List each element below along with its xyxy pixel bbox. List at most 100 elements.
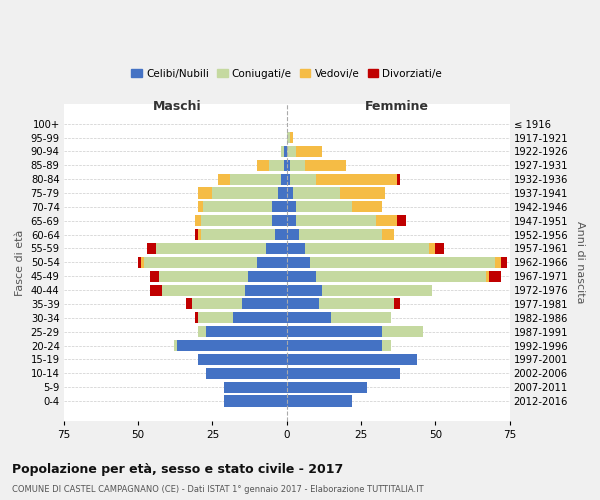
Bar xyxy=(197,202,203,212)
Bar xyxy=(287,257,310,268)
Bar xyxy=(287,202,296,212)
Bar xyxy=(287,396,352,406)
Bar xyxy=(287,188,293,198)
Bar xyxy=(290,174,316,184)
Bar xyxy=(352,202,382,212)
Text: Femmine: Femmine xyxy=(365,100,428,112)
Bar xyxy=(287,146,296,157)
Bar xyxy=(269,160,284,171)
Bar xyxy=(287,368,400,379)
Bar xyxy=(397,215,406,226)
Bar xyxy=(224,382,287,392)
Bar xyxy=(287,160,290,171)
Text: Popolazione per età, sesso e stato civile - 2017: Popolazione per età, sesso e stato civil… xyxy=(12,462,343,475)
Bar xyxy=(185,298,191,310)
Bar xyxy=(197,229,200,240)
Bar xyxy=(197,188,212,198)
Bar xyxy=(218,174,230,184)
Bar xyxy=(206,368,287,379)
Bar xyxy=(287,382,367,392)
Bar xyxy=(486,270,489,281)
Bar xyxy=(224,396,287,406)
Bar xyxy=(245,284,287,296)
Bar xyxy=(290,132,293,143)
Bar xyxy=(278,188,287,198)
Bar xyxy=(296,215,376,226)
Bar xyxy=(141,257,144,268)
Bar xyxy=(194,312,197,324)
Bar xyxy=(287,340,382,351)
Bar xyxy=(191,298,242,310)
Bar xyxy=(197,312,233,324)
Bar xyxy=(177,340,287,351)
Bar xyxy=(296,202,352,212)
Bar xyxy=(299,229,382,240)
Bar xyxy=(150,270,159,281)
Bar xyxy=(340,188,385,198)
Bar xyxy=(287,229,299,240)
Bar xyxy=(394,298,400,310)
Bar xyxy=(500,257,506,268)
Bar xyxy=(305,243,430,254)
Bar xyxy=(242,298,287,310)
Bar xyxy=(287,312,331,324)
Bar xyxy=(257,160,269,171)
Bar xyxy=(156,243,266,254)
Bar xyxy=(319,298,394,310)
Y-axis label: Anni di nascita: Anni di nascita xyxy=(575,221,585,304)
Bar xyxy=(287,215,296,226)
Bar xyxy=(200,229,275,240)
Bar xyxy=(147,243,156,254)
Text: COMUNE DI CASTEL CAMPAGNANO (CE) - Dati ISTAT 1° gennaio 2017 - Elaborazione TUT: COMUNE DI CASTEL CAMPAGNANO (CE) - Dati … xyxy=(12,486,424,494)
Bar xyxy=(287,284,322,296)
Bar xyxy=(287,354,418,365)
Bar xyxy=(230,174,281,184)
Bar xyxy=(194,215,200,226)
Bar xyxy=(376,215,397,226)
Bar xyxy=(382,326,424,337)
Bar xyxy=(194,229,197,240)
Bar xyxy=(212,188,278,198)
Bar xyxy=(206,326,287,337)
Bar xyxy=(266,243,287,254)
Bar xyxy=(322,284,432,296)
Bar xyxy=(257,257,287,268)
Bar xyxy=(305,160,346,171)
Bar xyxy=(293,188,340,198)
Y-axis label: Fasce di età: Fasce di età xyxy=(15,229,25,296)
Bar xyxy=(272,202,287,212)
Bar xyxy=(382,340,391,351)
Bar xyxy=(494,257,500,268)
Bar xyxy=(290,160,305,171)
Bar xyxy=(331,312,391,324)
Bar xyxy=(159,270,248,281)
Bar xyxy=(310,257,494,268)
Bar xyxy=(197,354,287,365)
Bar xyxy=(174,340,177,351)
Bar xyxy=(435,243,444,254)
Bar xyxy=(430,243,435,254)
Bar xyxy=(144,257,257,268)
Bar xyxy=(382,229,394,240)
Bar xyxy=(162,284,245,296)
Bar xyxy=(138,257,141,268)
Bar xyxy=(316,270,486,281)
Bar xyxy=(287,298,319,310)
Bar xyxy=(296,146,322,157)
Bar xyxy=(275,229,287,240)
Bar xyxy=(284,146,287,157)
Bar xyxy=(287,326,382,337)
Bar xyxy=(197,326,206,337)
Text: Maschi: Maschi xyxy=(152,100,201,112)
Bar xyxy=(397,174,400,184)
Bar xyxy=(287,243,305,254)
Bar xyxy=(272,215,287,226)
Bar xyxy=(200,215,272,226)
Bar xyxy=(489,270,500,281)
Bar xyxy=(281,174,287,184)
Bar xyxy=(287,270,316,281)
Bar xyxy=(281,146,284,157)
Legend: Celibi/Nubili, Coniugati/e, Vedovi/e, Divorziati/e: Celibi/Nubili, Coniugati/e, Vedovi/e, Di… xyxy=(127,64,446,83)
Bar xyxy=(287,174,290,184)
Bar xyxy=(316,174,397,184)
